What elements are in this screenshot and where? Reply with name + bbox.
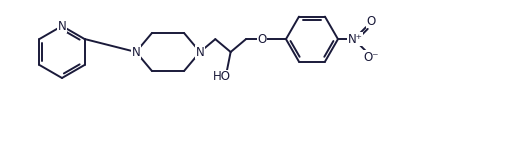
Text: O⁻: O⁻ xyxy=(363,51,379,64)
Text: N: N xyxy=(58,20,66,33)
Text: O: O xyxy=(258,33,267,46)
Text: N: N xyxy=(196,46,205,58)
Text: HO: HO xyxy=(213,71,231,84)
Text: O: O xyxy=(366,15,376,28)
Text: N⁺: N⁺ xyxy=(347,33,362,46)
Text: N: N xyxy=(132,46,140,58)
